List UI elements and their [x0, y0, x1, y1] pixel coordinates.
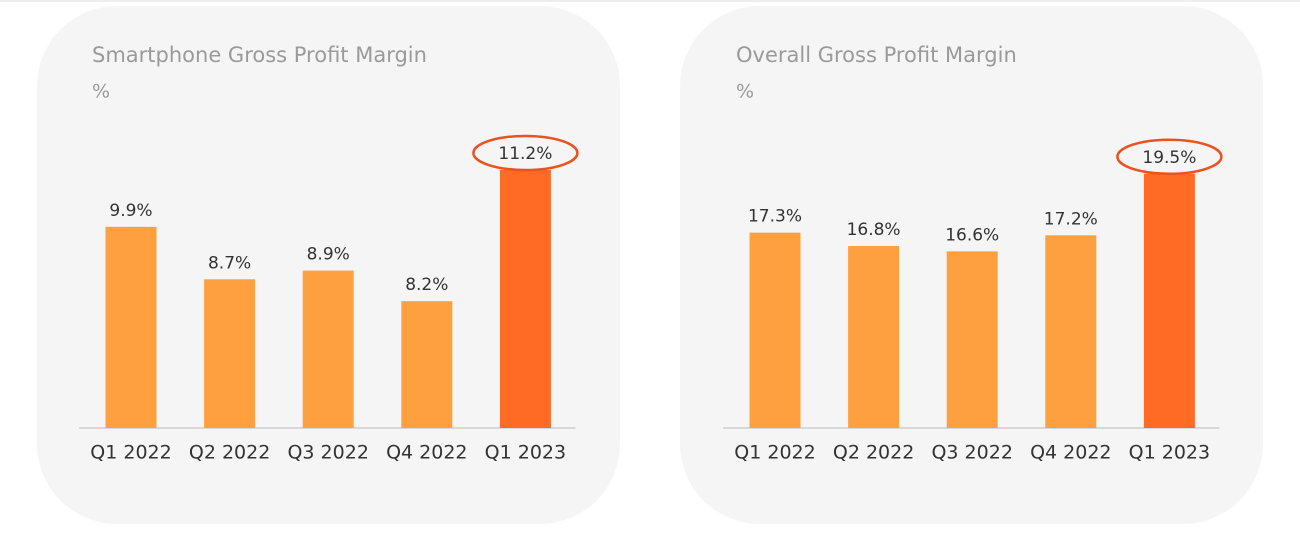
highlight-ring: [1116, 138, 1223, 176]
value-label: 9.9%: [109, 201, 152, 221]
x-tick-label: Q2 2022: [189, 442, 270, 464]
value-label: 11.2%: [498, 144, 552, 164]
value-label: 8.9%: [307, 245, 350, 265]
bar: [848, 246, 900, 428]
card: [37, 6, 620, 524]
bar: [1045, 235, 1097, 428]
bar: [499, 169, 551, 428]
chart-title: Overall Gross Profit Margin: [736, 43, 1017, 67]
bar: [946, 251, 998, 428]
x-tick-label: Q2 2022: [833, 442, 914, 464]
value-label: 16.6%: [945, 225, 999, 245]
value-label: 17.3%: [748, 207, 802, 227]
bar: [105, 226, 157, 428]
bar: [401, 301, 453, 428]
value-label: 8.2%: [405, 275, 448, 295]
bar: [749, 232, 801, 428]
bar: [302, 270, 354, 428]
x-tick-label: Q1 2022: [734, 442, 815, 464]
x-tick-label: Q1 2022: [90, 442, 171, 464]
x-tick-label: Q4 2022: [1030, 442, 1111, 464]
unit-label: %: [92, 81, 110, 103]
value-label: 8.7%: [208, 253, 251, 273]
top-border: [0, 0, 1300, 2]
x-tick-label: Q3 2022: [931, 442, 1012, 464]
x-tick-label: Q1 2023: [1129, 442, 1210, 464]
chart-title: Smartphone Gross Profit Margin: [92, 43, 427, 67]
value-label: 17.2%: [1044, 209, 1098, 229]
highlight-ring: [472, 134, 579, 172]
x-tick-label: Q3 2022: [287, 442, 368, 464]
x-tick-label: Q1 2023: [485, 442, 566, 464]
unit-label: %: [736, 81, 754, 103]
x-tick-label: Q4 2022: [386, 442, 467, 464]
value-label: 16.8%: [847, 220, 901, 240]
value-label: 19.5%: [1142, 148, 1196, 168]
bar: [204, 279, 256, 428]
bar: [1143, 173, 1195, 428]
